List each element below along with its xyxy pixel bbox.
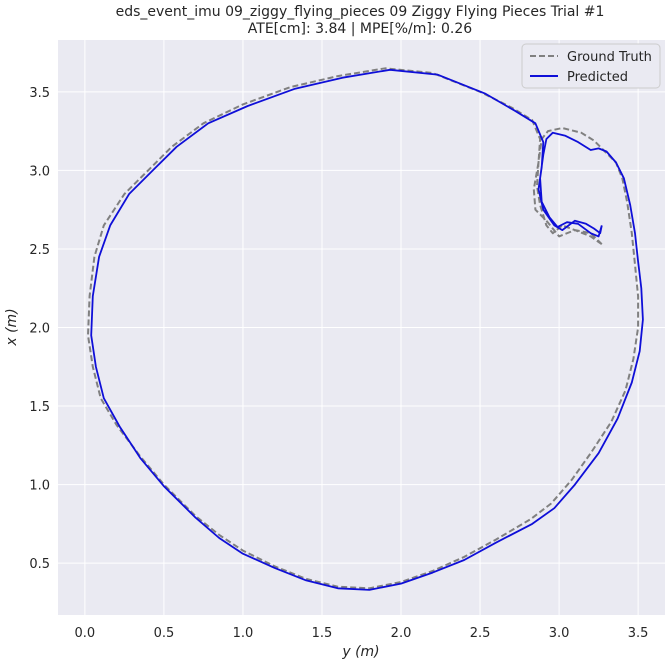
x-tick-label: 0.5 [154, 626, 175, 641]
chart-subtitle: ATE[cm]: 3.84 | MPE[%/m]: 0.26 [248, 21, 472, 37]
grid-lines [58, 40, 665, 615]
y-tick-label: 2.0 [29, 322, 50, 337]
x-tick-label: 3.5 [628, 626, 649, 641]
predicted-line [90, 68, 644, 591]
x-axis-label: y (m) [341, 644, 379, 660]
x-tick-label: 2.5 [470, 626, 491, 641]
legend-predicted-label: Predicted [567, 70, 628, 85]
series-lines [87, 67, 644, 591]
x-tick-label: 1.5 [312, 626, 333, 641]
y-axis-label: x (m) [4, 308, 20, 346]
chart-title: eds_event_imu 09_ziggy_flying_pieces 09 … [116, 4, 605, 20]
x-tick-label: 2.0 [391, 626, 412, 641]
y-tick-label: 1.0 [29, 479, 50, 494]
x-tick-label: 1.0 [233, 626, 254, 641]
y-tick-labels: 0.5 1.0 1.5 2.0 2.5 3.0 3.5 [29, 86, 50, 572]
x-tick-label: 3.0 [549, 626, 570, 641]
x-tick-labels: 0.0 0.5 1.0 1.5 2.0 2.5 3.0 3.5 [75, 626, 649, 641]
y-tick-label: 0.5 [29, 557, 50, 572]
y-tick-label: 3.5 [29, 86, 50, 101]
legend-ground-truth-label: Ground Truth [567, 50, 652, 65]
y-tick-label: 2.5 [29, 243, 50, 258]
legend: Ground Truth Predicted [521, 43, 661, 89]
y-tick-label: 1.5 [29, 400, 50, 415]
y-tick-label: 3.0 [29, 164, 50, 179]
x-tick-label: 0.0 [75, 626, 96, 641]
